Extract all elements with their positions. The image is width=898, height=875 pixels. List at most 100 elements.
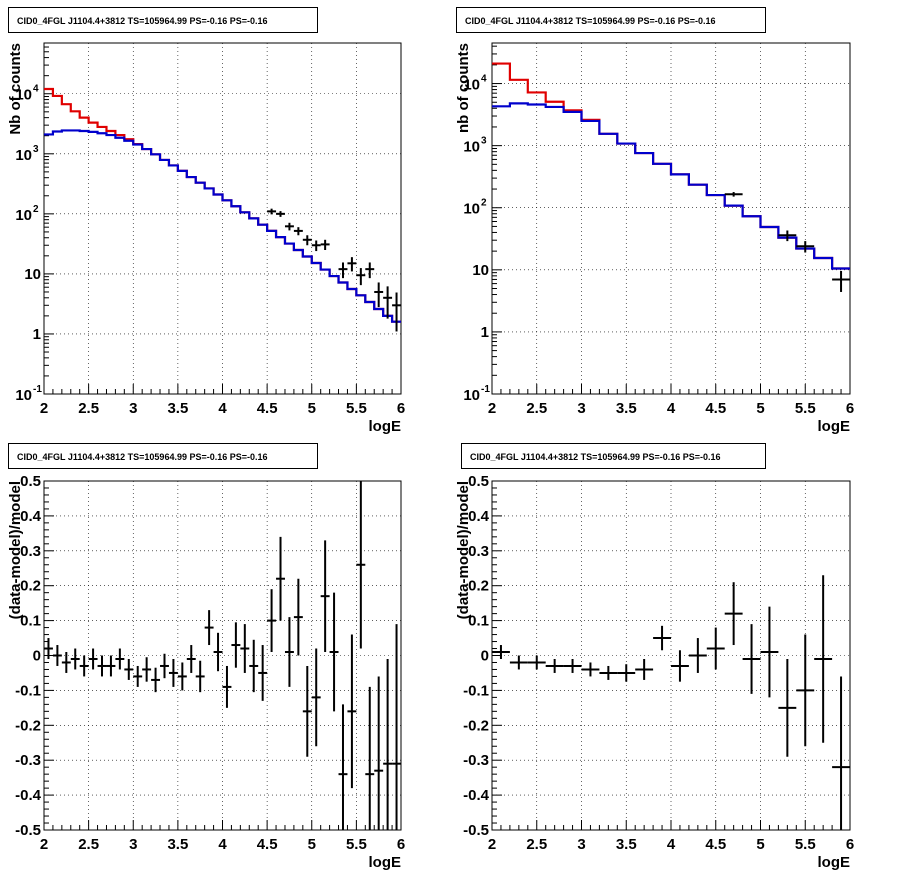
y-tick-label: -0.5 <box>15 822 41 839</box>
data-point <box>293 227 303 236</box>
residual-point <box>796 634 815 747</box>
data-point <box>365 262 375 279</box>
data-point <box>338 262 348 279</box>
residual-point <box>356 481 366 649</box>
residual-point <box>115 648 125 670</box>
x-tick-label: 3.5 <box>167 836 188 853</box>
residual-point <box>374 676 384 830</box>
x-tick-label: 5 <box>756 836 764 853</box>
residual-point <box>338 704 348 830</box>
residual-point <box>160 653 169 679</box>
residual-point <box>545 658 564 673</box>
residual-point <box>635 658 654 680</box>
x-tick-label: 3.5 <box>616 836 637 853</box>
y-tick-label: 10 <box>15 207 32 224</box>
y-tick-label: 0.1 <box>20 613 41 630</box>
y-tick-label: -0.3 <box>463 752 489 769</box>
x-axis-label: logE <box>369 854 402 871</box>
x-tick-label: 2.5 <box>526 836 547 853</box>
x-tick-label: 5.5 <box>795 400 816 417</box>
x-tick-label: 3 <box>129 400 137 417</box>
residual-point <box>671 650 689 682</box>
residual-point <box>79 655 89 677</box>
axis-ticks <box>43 42 402 395</box>
x-tick-label: 4.5 <box>257 836 278 853</box>
x-tick-label: 5.5 <box>346 400 367 417</box>
residual-point <box>151 667 161 693</box>
x-tick-label: 3 <box>577 836 585 853</box>
y-axis-label: (data-model)/model <box>455 481 472 619</box>
data-point <box>276 211 285 217</box>
y-tick-label-exponent: -1 <box>481 384 490 395</box>
residual-point <box>52 645 62 666</box>
residual-point <box>581 662 600 677</box>
x-tick-label: 4.5 <box>257 400 278 417</box>
residual-point <box>509 655 528 670</box>
residual-point <box>329 592 339 712</box>
x-tick-label: 2.5 <box>526 400 547 417</box>
panel-counts-coarse: 2 2.5 3 3.5 4 4.5 5 5.5 6 10 -1 1 10 10 2 10 3 10 4 logE nb … <box>449 0 898 437</box>
grid <box>44 481 401 830</box>
residual-point <box>688 638 707 673</box>
x-axis-label: logE <box>369 418 402 435</box>
residual-point <box>563 658 582 673</box>
chart-title: CID0_4FGL J1104.4+3812 TS=105964.99 PS=-… <box>461 443 766 469</box>
y-axis-label: (data-model)/model <box>7 481 24 619</box>
x-tick-label: 3.5 <box>167 400 188 417</box>
y-tick-label: 1 <box>481 324 489 341</box>
residual-point <box>249 639 259 693</box>
y-tick-label: 0.5 <box>20 473 41 490</box>
y-tick-label: 10 <box>15 147 32 164</box>
grid <box>44 43 401 394</box>
y-tick-label-exponent: 2 <box>481 198 487 209</box>
residual-point <box>832 676 850 830</box>
y-tick-label: 10 <box>463 201 480 218</box>
x-tick-label: 2 <box>488 836 496 853</box>
x-tick-label: 4 <box>667 400 676 417</box>
model-step-line <box>44 129 401 323</box>
data-layer <box>44 481 401 830</box>
data-layer <box>492 62 850 292</box>
y-tick-label-exponent: 3 <box>481 136 487 147</box>
residual-point <box>276 536 285 621</box>
data-point <box>356 268 366 286</box>
residual-point <box>88 648 98 670</box>
data-layer <box>44 87 401 332</box>
residual-point <box>778 658 797 757</box>
y-axis-label: nb of counts <box>455 43 472 133</box>
x-tick-label: 4 <box>667 836 676 853</box>
y-tick-label: 10 <box>463 387 480 404</box>
x-tick-label: 5 <box>308 400 316 417</box>
y-axis-label: Nb of counts <box>7 43 24 135</box>
residual-point <box>106 655 116 677</box>
residual-point <box>814 575 833 743</box>
y-tick-label: 0.4 <box>20 508 42 525</box>
residual-point <box>365 686 375 830</box>
grid <box>492 43 850 394</box>
residual-point <box>383 658 393 830</box>
axis-ticks <box>491 480 851 831</box>
y-tick-label-exponent: 4 <box>481 74 487 85</box>
x-tick-label: 6 <box>846 836 854 853</box>
y-tick-label: 0 <box>33 648 41 665</box>
x-tick-label: 5.5 <box>346 836 367 853</box>
residual-point <box>61 652 71 673</box>
data-point <box>832 270 850 292</box>
chart-title: CID0_4FGL J1104.4+3812 TS=105964.99 PS=-… <box>8 7 318 33</box>
residual-point <box>231 622 241 668</box>
residual-point <box>311 648 321 747</box>
panel-residuals-fine: 2 2.5 3 3.5 4 4.5 5 5.5 6 -0.5 -0.4 -0.3 -0.2 -0.1 0 0.… <box>0 437 449 875</box>
data-point <box>724 192 743 197</box>
y-tick-label: 0.2 <box>20 578 41 595</box>
residual-point <box>320 540 330 653</box>
residual-point <box>347 634 357 789</box>
grid <box>492 481 850 830</box>
y-tick-label: -0.1 <box>463 682 489 699</box>
x-tick-label: 3 <box>129 836 137 853</box>
y-tick-label: 10 <box>15 87 32 104</box>
y-tick-label: 10 <box>472 262 489 279</box>
residual-point <box>142 657 152 682</box>
data-point <box>347 257 357 272</box>
residual-point <box>267 589 277 653</box>
axis-ticks <box>491 45 851 395</box>
